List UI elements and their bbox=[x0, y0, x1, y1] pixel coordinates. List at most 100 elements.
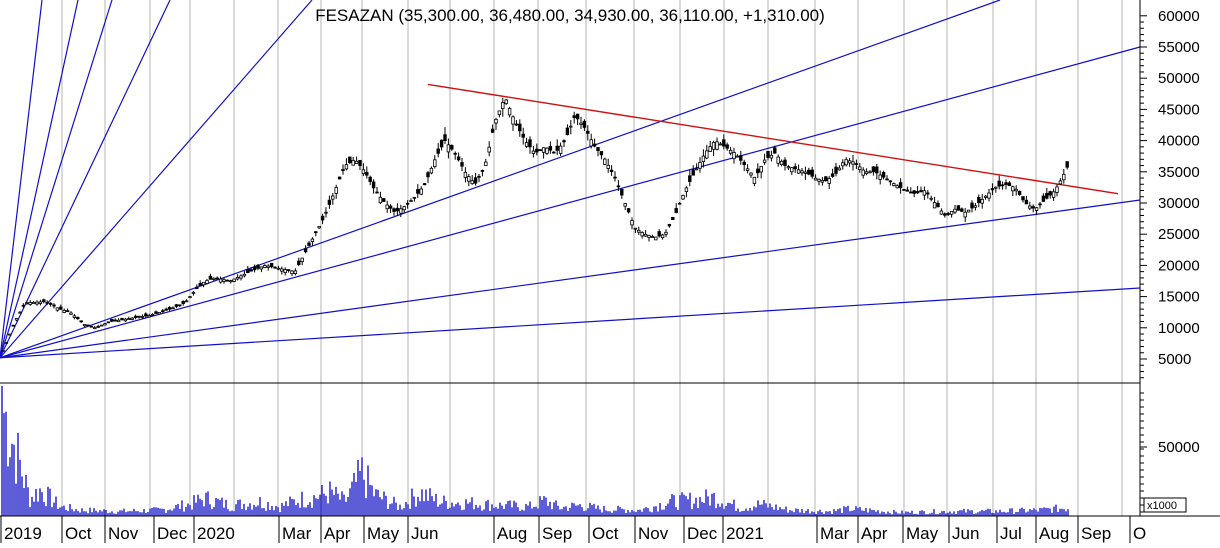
price-bar-body bbox=[62, 309, 66, 313]
x-tick-label-Jun: Jun bbox=[952, 524, 979, 543]
price-bar-body bbox=[351, 160, 355, 166]
price-bar-body bbox=[875, 166, 879, 174]
price-bar-body bbox=[854, 163, 859, 165]
gann-fan-line-5 bbox=[0, 0, 1001, 359]
price-bar-body bbox=[4, 341, 9, 344]
price-bar-body bbox=[898, 182, 903, 189]
price-bar-body bbox=[21, 304, 26, 307]
price-bar-body bbox=[246, 268, 250, 274]
price-bar-body bbox=[813, 177, 818, 181]
price-bar-body bbox=[800, 170, 804, 174]
price-bar-body bbox=[446, 144, 451, 153]
price-bar-body bbox=[684, 187, 689, 193]
price-bar-body bbox=[783, 159, 787, 166]
price-bar-body bbox=[501, 102, 505, 109]
price-bar-body bbox=[773, 147, 777, 154]
price-bar-body bbox=[450, 145, 454, 150]
price-bar-body bbox=[715, 141, 719, 150]
price-bar-body bbox=[939, 210, 944, 215]
gann-fan-line-3 bbox=[0, 0, 171, 359]
price-bar-body bbox=[1021, 196, 1025, 201]
price-bar-body bbox=[694, 168, 699, 171]
price-bar-body bbox=[89, 325, 94, 328]
price-bar-body bbox=[803, 171, 808, 174]
price-bar-body bbox=[790, 167, 794, 173]
price-bar-body bbox=[123, 318, 128, 322]
price-bar-body bbox=[480, 170, 485, 172]
price-bar-body bbox=[657, 231, 661, 237]
x-tick-label-2020: 2020 bbox=[197, 524, 235, 543]
price-bar-body bbox=[127, 318, 131, 321]
price-bar-body bbox=[518, 123, 522, 132]
price-bar-body bbox=[987, 192, 991, 199]
price-bar-body bbox=[620, 189, 624, 196]
price-bar-body bbox=[681, 195, 685, 200]
price-bar-body bbox=[171, 307, 175, 310]
price-bar-body bbox=[371, 181, 376, 189]
price-bar-body bbox=[137, 315, 141, 318]
price-bar-body bbox=[385, 204, 389, 210]
price-bar-body bbox=[116, 319, 121, 323]
chart-title: FESAZAN (35,300.00, 36,480.00, 34,930.00… bbox=[315, 6, 825, 25]
price-bar-body bbox=[110, 319, 114, 322]
price-bar-body bbox=[361, 169, 366, 175]
price-bar-body bbox=[895, 185, 899, 189]
price-bar-body bbox=[745, 168, 750, 171]
price-bar-body bbox=[691, 169, 695, 176]
price-bar-body bbox=[538, 149, 542, 152]
price-bar-body bbox=[334, 187, 338, 194]
price-bar-body bbox=[225, 279, 230, 282]
price-bar-body bbox=[157, 311, 162, 315]
price-bar-body bbox=[885, 178, 889, 181]
price-bar-body bbox=[218, 278, 223, 283]
x-tick-label-May: May bbox=[906, 524, 939, 543]
price-bar-body bbox=[106, 321, 111, 324]
price-bar-body bbox=[633, 227, 638, 230]
gann-fan-line-6 bbox=[0, 46, 1141, 359]
price-bar-body bbox=[354, 160, 359, 164]
price-bar-body bbox=[990, 188, 995, 191]
price-bar-body bbox=[603, 158, 607, 165]
price-bar-body bbox=[756, 168, 760, 174]
price-bar-body bbox=[640, 232, 644, 237]
price-bar-body bbox=[181, 300, 185, 304]
price-bar-body bbox=[1065, 161, 1069, 168]
x-tick-label-O: O bbox=[1133, 524, 1146, 543]
price-bars bbox=[1, 97, 1069, 352]
y-tick-label-60000: 60000 bbox=[1158, 8, 1200, 25]
price-bar-body bbox=[35, 301, 39, 305]
price-bar-body bbox=[45, 301, 49, 304]
price-bar-body bbox=[324, 211, 328, 214]
price-bar-body bbox=[11, 324, 15, 327]
gann-fan-line-8 bbox=[0, 287, 1141, 359]
price-bar-body bbox=[521, 133, 525, 138]
price-bar-body bbox=[548, 145, 553, 151]
price-bar-body bbox=[582, 120, 587, 128]
price-bar-body bbox=[637, 229, 641, 233]
price-bar-body bbox=[276, 267, 281, 270]
price-bar-body bbox=[198, 283, 202, 286]
price-bar-body bbox=[283, 269, 287, 273]
price-bar-body bbox=[902, 188, 906, 191]
price-bar-body bbox=[42, 299, 46, 303]
price-bar-body bbox=[249, 269, 253, 272]
price-bar-body bbox=[147, 315, 151, 318]
price-bar-body bbox=[1062, 173, 1066, 181]
x-tick-label-Oct: Oct bbox=[592, 524, 619, 543]
price-bar-body bbox=[575, 113, 580, 120]
price-bar-body bbox=[616, 185, 621, 188]
price-bar-body bbox=[395, 207, 400, 212]
price-bar-body bbox=[375, 191, 379, 194]
price-bar-body bbox=[878, 174, 882, 180]
x-tick-label-Nov: Nov bbox=[108, 524, 139, 543]
price-bar-body bbox=[881, 172, 886, 178]
price-bar-body bbox=[259, 266, 264, 270]
price-bar-body bbox=[31, 301, 36, 305]
price-bar-body bbox=[545, 147, 549, 154]
price-bar-body bbox=[263, 265, 267, 268]
price-bar-body bbox=[674, 208, 678, 213]
price-bar-body bbox=[453, 152, 457, 155]
price-bar-body bbox=[932, 202, 937, 209]
price-bar-body bbox=[286, 269, 291, 271]
y-tick-label-10000: 10000 bbox=[1158, 320, 1200, 337]
